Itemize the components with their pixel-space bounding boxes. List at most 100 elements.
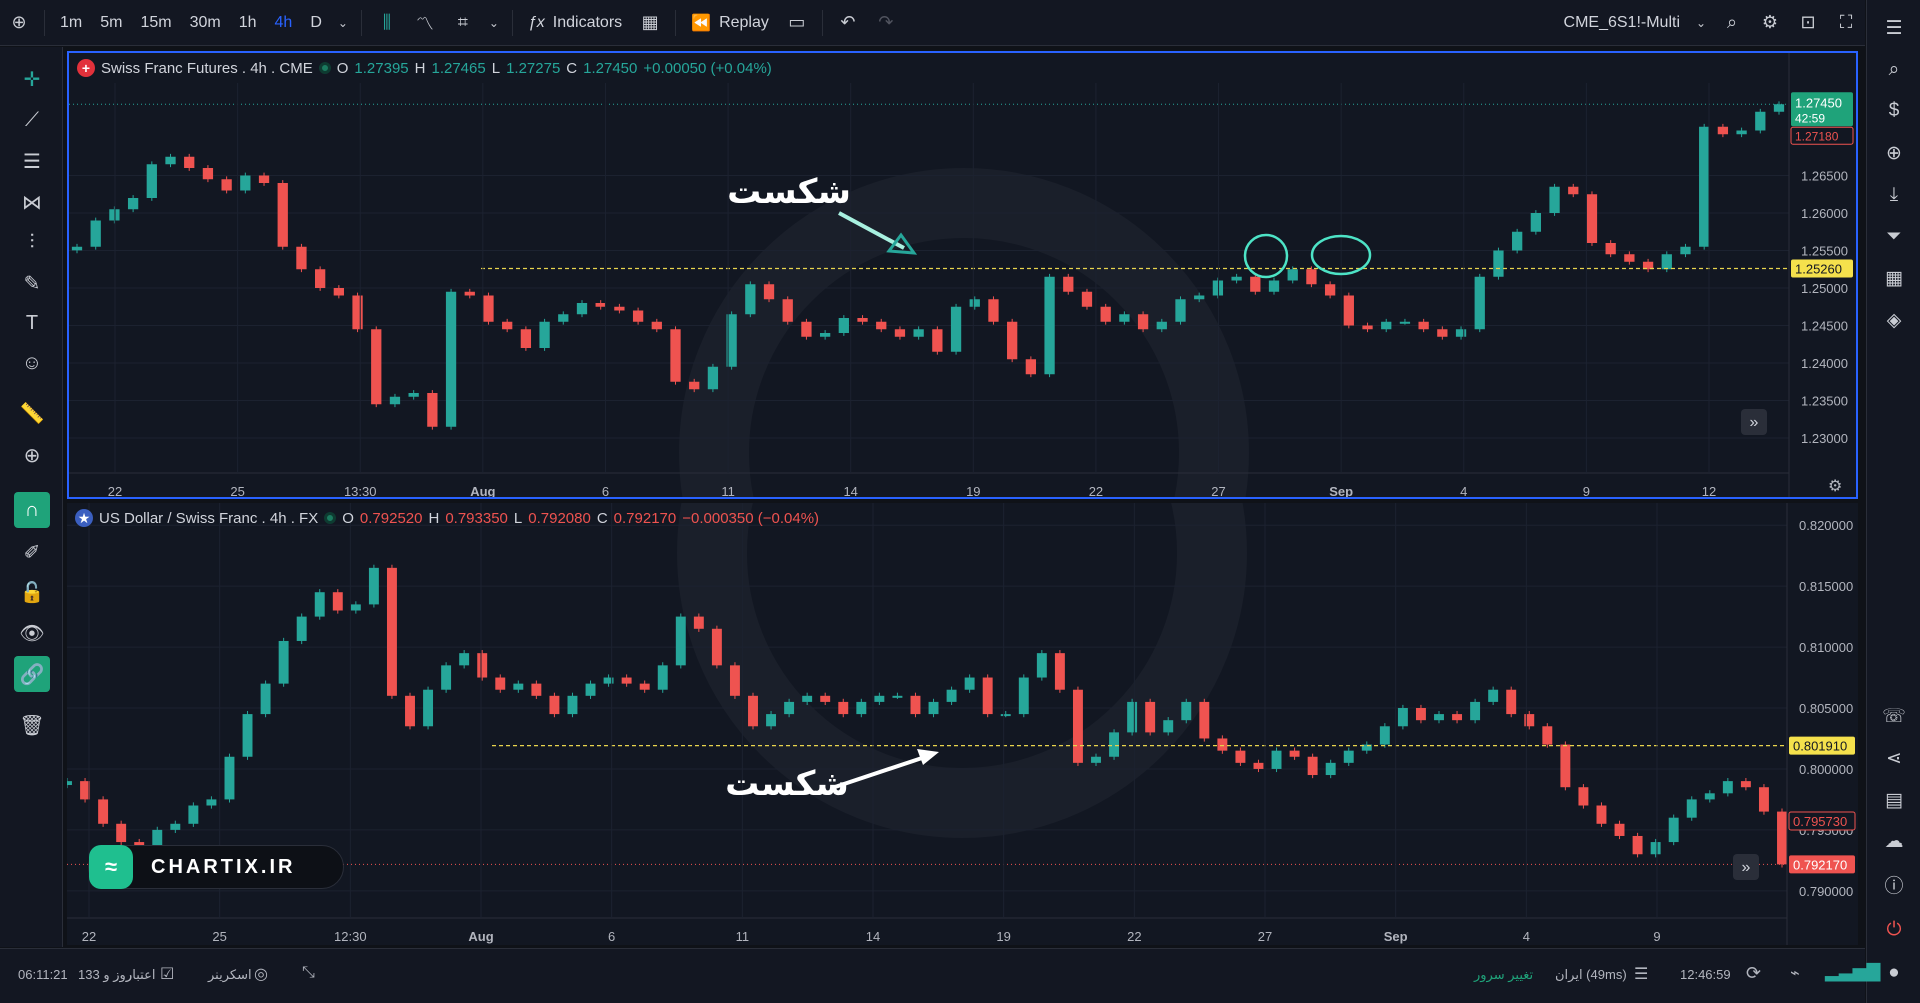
- brush-icon[interactable]: ✎: [23, 272, 41, 295]
- news-icon[interactable]: ▤: [1885, 789, 1903, 811]
- templates-icon[interactable]: ▦: [641, 12, 659, 32]
- chart-type-icon[interactable]: ⌗: [457, 12, 468, 32]
- add-symbol-icon[interactable]: ⊕: [11, 12, 27, 32]
- candles-icon[interactable]: ⫼: [382, 12, 392, 32]
- avatar[interactable]: ●: [1888, 962, 1900, 983]
- support-icon[interactable]: ☏: [1882, 705, 1906, 727]
- candle-body: [386, 567, 397, 696]
- candle-body: [603, 677, 614, 684]
- camera-icon[interactable]: ⊡: [1800, 12, 1816, 32]
- emoji-icon[interactable]: ☺: [21, 351, 43, 374]
- candle-body: [350, 604, 361, 611]
- candle-body: [1560, 744, 1571, 788]
- symbol-title[interactable]: Swiss Franc Futures . 4h . CME: [101, 59, 313, 77]
- screener-label[interactable]: اسکرینر: [208, 967, 252, 982]
- candle-body: [1399, 321, 1411, 324]
- share-icon[interactable]: ⋖: [1886, 747, 1902, 769]
- candle-body: [1722, 781, 1733, 794]
- eye-icon[interactable]: 👁: [19, 622, 45, 645]
- candle-body: [857, 318, 868, 322]
- crosshair-icon[interactable]: ✛: [23, 68, 41, 91]
- candle-body: [483, 295, 494, 322]
- trash-icon[interactable]: 🗑: [19, 714, 45, 737]
- link-icon[interactable]: 🔗: [14, 656, 50, 692]
- candle-body: [910, 695, 921, 715]
- replay-button[interactable]: ⏪ Replay: [682, 0, 778, 46]
- candle-body: [477, 653, 488, 678]
- prediction-icon[interactable]: ⫶: [29, 230, 35, 253]
- download-icon[interactable]: ⤓: [1889, 184, 1899, 205]
- gear-icon[interactable]: ⚙: [1761, 12, 1779, 32]
- stay-drawing-icon[interactable]: ✐: [23, 541, 41, 564]
- chevron-down-icon[interactable]: ⌄: [488, 15, 499, 30]
- high-value: 0.793350: [445, 509, 508, 527]
- chart-pane-swiss-franc-futures[interactable]: 1.26500 1.26000 1.25500 1.25000 1.24500 1.240…: [67, 51, 1858, 499]
- candle-body: [333, 288, 344, 296]
- candle-body: [614, 306, 625, 311]
- interval-1m[interactable]: 1m: [60, 13, 83, 31]
- candle-body: [67, 781, 72, 786]
- watchlist-icon[interactable]: ☰: [1885, 17, 1903, 39]
- chart-pane-usd-chf[interactable]: 0.820000 0.815000 0.810000 0.805000 0.800000…: [67, 503, 1858, 945]
- divider: [360, 9, 362, 36]
- server-icon: ☰: [1634, 966, 1649, 983]
- zoom-in-icon[interactable]: ⊕: [23, 444, 41, 467]
- interval-d[interactable]: D: [310, 13, 322, 31]
- refresh-icon[interactable]: ⟳: [1746, 963, 1762, 983]
- alert-add-icon[interactable]: ⊕: [1886, 142, 1902, 164]
- candle-body: [1199, 701, 1210, 739]
- line-chart-icon[interactable]: 〽: [415, 13, 434, 34]
- layout-icon[interactable]: ▭: [788, 12, 806, 32]
- candle-body: [1624, 254, 1635, 262]
- interval-1h[interactable]: 1h: [238, 13, 257, 31]
- interval-15m[interactable]: 15m: [140, 13, 172, 31]
- lock-icon[interactable]: 🔓: [19, 581, 45, 604]
- candle-body: [856, 701, 867, 715]
- redo-icon[interactable]: ↷: [878, 12, 894, 32]
- info-icon[interactable]: ⓘ: [1884, 875, 1904, 897]
- calendar-check-icon[interactable]: ☑: [160, 966, 175, 983]
- pattern-icon[interactable]: ⋈: [22, 191, 42, 214]
- undo-icon[interactable]: ↶: [840, 12, 856, 32]
- expand-icon[interactable]: ⤡: [302, 964, 315, 981]
- chevron-down-icon[interactable]: ⌄: [337, 15, 348, 30]
- chart-svg-1: 1.26500 1.26000 1.25500 1.25000 1.24500 1.240…: [69, 53, 1854, 497]
- trendline-icon[interactable]: ⟋: [25, 108, 39, 131]
- candle-body: [127, 198, 139, 210]
- quick-search-icon[interactable]: ⌕: [1726, 12, 1738, 32]
- candle-body: [1418, 321, 1429, 330]
- candle-body: [513, 683, 524, 690]
- candle-body: [1324, 284, 1336, 296]
- layers-icon[interactable]: ◈: [1886, 309, 1902, 331]
- fib-icon[interactable]: ☰: [23, 150, 41, 173]
- candle-body: [595, 303, 606, 307]
- candle-body: [1661, 254, 1672, 270]
- power-icon[interactable]: ⏻: [1886, 919, 1902, 940]
- fullscreen-icon[interactable]: ⛶: [1839, 12, 1853, 32]
- screener-filter-icon[interactable]: ⏷: [1886, 226, 1902, 247]
- candle-body: [876, 321, 887, 330]
- change-value: −0.000350 (−0.04%): [682, 509, 820, 527]
- calendar-icon[interactable]: ▦: [1885, 267, 1903, 289]
- candle-body: [1506, 689, 1517, 715]
- candle-body: [1091, 756, 1101, 763]
- cloud-icon[interactable]: ☁: [1884, 830, 1904, 852]
- candle-body: [1025, 359, 1037, 375]
- indicators-button[interactable]: ƒx Indicators: [519, 0, 631, 46]
- text-icon[interactable]: T: [25, 311, 39, 334]
- candle-body: [711, 628, 722, 666]
- candle-body: [1072, 689, 1083, 763]
- interval-30m[interactable]: 30m: [189, 13, 221, 31]
- candle-body: [221, 179, 232, 191]
- symbol-title[interactable]: US Dollar / Swiss Franc . 4h . FX: [99, 509, 319, 527]
- search-icon[interactable]: ⌕: [1888, 59, 1900, 80]
- interval-4h[interactable]: 4h: [274, 13, 293, 31]
- ruler-icon[interactable]: 📏: [19, 402, 45, 425]
- interval-5m[interactable]: 5m: [100, 13, 123, 31]
- layout-name[interactable]: CME_6S1!-Multi: [1563, 13, 1680, 31]
- magnet-icon[interactable]: ∩: [14, 492, 50, 528]
- server-change-link[interactable]: تغییر سرور: [1474, 967, 1534, 982]
- screener-icon[interactable]: ◎: [254, 966, 268, 983]
- chevron-down-icon[interactable]: ⌄: [1695, 15, 1707, 30]
- dollar-icon[interactable]: $: [1888, 100, 1900, 121]
